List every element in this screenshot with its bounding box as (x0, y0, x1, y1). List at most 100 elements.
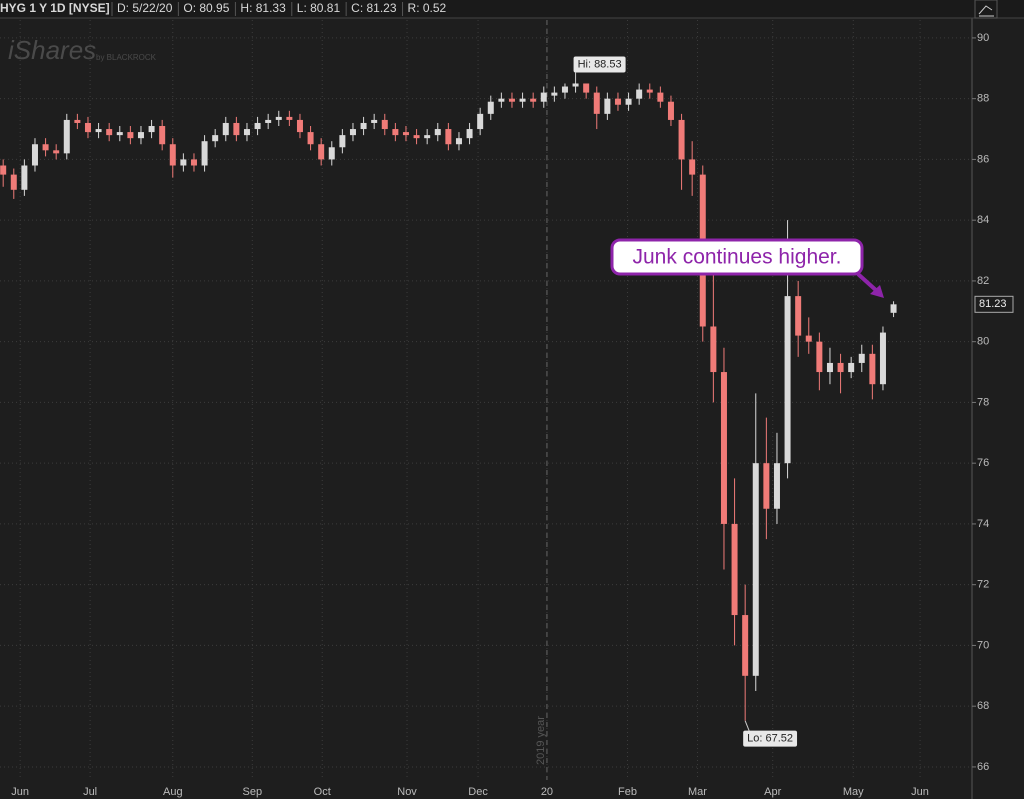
candle-body (127, 132, 134, 139)
candle-body (487, 101, 494, 114)
annotation-label: Hi: 88.53 (578, 58, 622, 70)
candle-body (636, 89, 643, 99)
y-tick-label: 80 (977, 336, 989, 348)
x-tick-label: Sep (242, 786, 262, 798)
y-tick-label: 74 (977, 518, 989, 530)
candle-body (328, 147, 335, 160)
grid (0, 20, 972, 780)
candle-body (243, 129, 250, 136)
x-tick-label: Aug (163, 786, 183, 798)
candle-body (381, 119, 388, 130)
candle-body (604, 98, 611, 114)
candle-body (720, 372, 727, 524)
callout-text: Junk continues higher. (633, 246, 842, 269)
candle-body (837, 362, 844, 373)
candle-body (190, 159, 197, 166)
candle-body (402, 132, 409, 136)
callout-arrow (856, 272, 880, 294)
y-tick-label: 90 (977, 32, 989, 44)
candle-body (773, 463, 780, 509)
watermark-sub: by BLACKROCK (96, 53, 157, 62)
candle-body (869, 353, 876, 385)
candle-body (826, 362, 833, 373)
candle-body (137, 132, 144, 139)
x-tick-label: Feb (618, 786, 637, 798)
candle-body (540, 92, 547, 102)
candle-body (646, 89, 653, 93)
candle-body (625, 98, 632, 105)
candle-body (116, 132, 123, 136)
header-field: D: 5/22/20 (117, 1, 173, 15)
annotation-box (743, 730, 798, 747)
header-field: O: 80.95 (183, 1, 229, 15)
last-price-box (974, 295, 1014, 313)
x-tick-label: Mar (688, 786, 707, 798)
candle-body (551, 92, 558, 96)
candle-body (583, 83, 590, 93)
candle-body (445, 129, 452, 145)
callout-arrowhead (870, 285, 884, 298)
header-field: R: 0.52 (408, 1, 447, 15)
candle-body (169, 144, 176, 166)
x-tick-label: Apr (764, 786, 781, 798)
candle-body (307, 132, 314, 145)
candle-body (95, 129, 102, 133)
symbol: HYG 1 Y 1D [NYSE] (0, 1, 110, 15)
candle-body (689, 159, 696, 175)
header-field: H: 81.33 (240, 1, 286, 15)
x-tick-label: Oct (314, 786, 331, 798)
callout-box (610, 238, 864, 276)
candle-body (180, 159, 187, 166)
candle-body (763, 463, 770, 509)
candle-body (42, 144, 49, 151)
y-tick-label: 76 (977, 457, 989, 469)
candle-body (339, 135, 346, 148)
candle-body (572, 83, 579, 87)
x-tick-label: 20 (541, 786, 553, 798)
candle-body (31, 144, 38, 166)
candle-body (593, 92, 600, 114)
y-tick-label: 72 (977, 579, 989, 591)
candle-body (455, 138, 462, 145)
header-field: L: 80.81 (297, 1, 341, 15)
candle-body (74, 119, 81, 123)
y-tick-label: 84 (977, 214, 989, 226)
candle-body (286, 116, 293, 120)
candle-body (318, 144, 325, 160)
candle-body (349, 129, 356, 136)
candle-body (275, 116, 282, 120)
candle-body (657, 92, 664, 102)
candle-body (561, 86, 568, 93)
candle-body (0, 165, 7, 175)
y-tick-label: 82 (977, 275, 989, 287)
candle-body (752, 463, 759, 676)
candle-body (148, 126, 155, 133)
candle-body (890, 304, 897, 313)
candle-body (816, 341, 823, 373)
annotation-leader (744, 720, 750, 731)
candle-body (106, 129, 113, 136)
candle-body (879, 332, 886, 385)
candle-body (848, 362, 855, 373)
candle-body (678, 119, 685, 160)
candle-body (296, 119, 303, 133)
candle-body (392, 129, 399, 136)
draw-tool-button[interactable] (974, 0, 998, 19)
x-tick-label: Jul (83, 786, 97, 798)
candle-body (795, 296, 802, 336)
candle-body (477, 113, 484, 130)
candle-body (10, 174, 17, 190)
header-field: C: 81.23 (351, 1, 397, 15)
candle-body (371, 119, 378, 123)
annotation-box (573, 56, 626, 73)
candle-body (858, 353, 865, 363)
candle-body (784, 296, 791, 464)
y-tick-label: 86 (977, 153, 989, 165)
candle-body (21, 165, 28, 190)
candle-body (254, 122, 261, 130)
year-divider-label: 2019 year (535, 716, 547, 765)
candle-body (805, 335, 812, 342)
candle-body (413, 135, 420, 139)
candle-body (424, 135, 431, 139)
